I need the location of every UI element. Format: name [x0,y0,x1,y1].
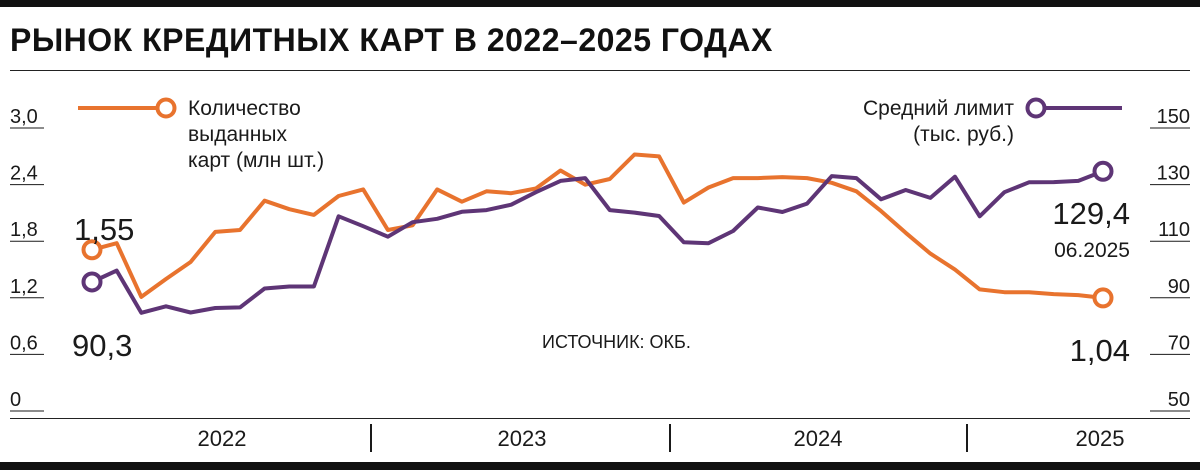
x-axis-year-label: 2023 [498,426,547,451]
right-axis-tick-label: 70 [1168,332,1190,354]
legend-average-limit-marker [1025,97,1047,119]
left-axis-tick-label: 2,4 [10,163,38,185]
left-axis-tick-label: 0,6 [10,332,38,354]
annotation-cards-issued-start: 1,55 [74,212,134,247]
x-axis-year-label: 2022 [198,426,247,451]
right-axis-tick-label: 90 [1168,276,1190,298]
legend-cards-issued-label: карт (млн шт.) [188,149,324,172]
bottom-bar [0,462,1200,470]
left-axis-tick-label: 0 [10,389,21,411]
right-axis-tick-label: 130 [1157,163,1190,185]
source-note: ИСТОЧНИК: ОКБ. [542,332,691,352]
legend-average-limit-label: (тыс. руб.) [913,123,1014,146]
annotation-average-limit-end: 129,4 [1052,196,1130,231]
legend-cards-issued-label: выданных [188,123,287,146]
left-axis-tick-label: 3,0 [10,106,38,128]
right-axis-tick-label: 50 [1168,389,1190,411]
legend-average-limit-label: Средний лимит [863,97,1014,120]
x-axis-top-rule [10,418,1190,419]
left-axis-tick-label: 1,2 [10,276,38,298]
annotation-average-limit-end-date: 06.2025 [1054,239,1130,262]
cards-issued-end-marker [1092,287,1114,309]
right-axis-tick-label: 110 [1158,219,1190,241]
series-line-average-limit [90,169,1105,315]
x-axis-year-label: 2024 [794,426,843,451]
average-limit-end-marker [1092,160,1114,182]
title-rule [10,70,1190,71]
cards-issued-start-marker [81,239,103,261]
right-axis-tick-label: 150 [1157,106,1190,128]
series-line-cards-issued [90,152,1105,300]
chart-title: РЫНОК КРЕДИТНЫХ КАРТ В 2022–2025 ГОДАХ [10,22,773,58]
legend-cards-issued-label: Количество [188,97,301,120]
left-axis-tick-label: 1,8 [10,219,38,241]
annotation-average-limit-start: 90,3 [72,328,132,363]
annotation-cards-issued-end: 1,04 [1070,333,1130,368]
top-bar [0,0,1200,7]
legend-cards-issued-marker [155,97,177,119]
average-limit-start-marker [81,271,103,293]
x-axis-year-label: 2025 [1076,426,1125,451]
